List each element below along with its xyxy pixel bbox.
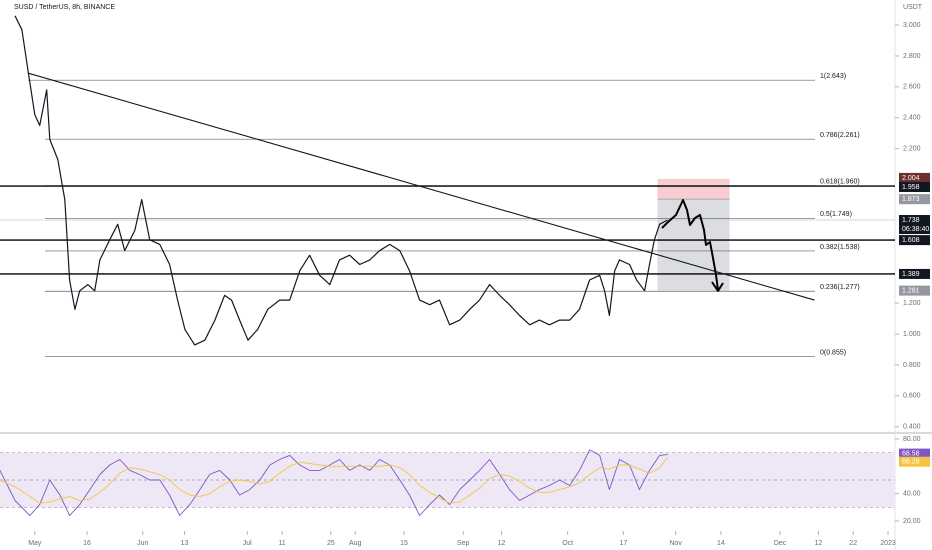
x-tick-label: Aug (349, 540, 362, 547)
x-tick-label: Jul (243, 540, 252, 547)
y-tick-label: 2.600 (903, 84, 921, 91)
x-tick-label: 2023 (880, 540, 896, 547)
fib-label: 0.382(1.538) (820, 244, 860, 251)
series-line (0, 449, 668, 516)
price-tag-label: 1.389 (902, 271, 920, 278)
price-tag (899, 268, 930, 279)
x-tick-label: 13 (181, 540, 189, 547)
price-tag-label: 1.738 (902, 217, 920, 224)
price-tag-label: 1.958 (902, 184, 920, 191)
projection-arrow (661, 199, 724, 292)
y-tick-label: 3.000 (903, 22, 921, 29)
price-tag-label: 68.58 (902, 450, 920, 457)
price-tag (899, 194, 930, 205)
layers: 3.000 2.800 2.600 2.400 2.200 1.200 1.000 0.800… (0, 15, 930, 547)
x-tick-label: 11 (278, 540, 285, 547)
series-line (14, 15, 668, 346)
x-tick-label: 25 (327, 540, 335, 547)
price-tag (899, 448, 930, 459)
rsi-tick-label: 80.00 (903, 436, 921, 443)
x-tick-label: Sep (457, 540, 470, 547)
fib-label: 0.236(1.277) (820, 284, 860, 291)
x-tick-label: Oct (562, 540, 573, 547)
fib-label: 0.618(1.960) (820, 179, 860, 186)
x-tick-label: May (28, 540, 42, 547)
x-tick-label: Nov (669, 540, 682, 547)
rsi-tick-label: 20.00 (903, 518, 921, 525)
price-tag (899, 235, 930, 246)
price-tag (899, 215, 930, 235)
x-tick-label: 12 (498, 540, 506, 547)
trendline (27, 72, 815, 301)
price-tag (899, 172, 930, 183)
price-tag-label: 66.29 (902, 459, 920, 466)
price-tag (899, 456, 930, 467)
y-tick-label: 1.200 (903, 300, 921, 307)
y-tick-label: 0.600 (903, 393, 921, 400)
rsi-tick-label: 40.00 (903, 491, 921, 498)
price-tag-label: 2.004 (902, 175, 920, 182)
y-tick-label: 2.400 (903, 115, 921, 122)
y-tick-label: 0.400 (903, 424, 921, 431)
price-tag (899, 285, 930, 296)
target-zone (657, 199, 730, 291)
fib-label: 0.5(1.749) (820, 211, 852, 218)
fib-label: 0(0.855) (820, 349, 846, 356)
x-tick-label: 15 (400, 540, 408, 547)
unit-label: USDT (903, 4, 923, 11)
x-tick-label: 12 (814, 540, 822, 547)
series-line (0, 457, 668, 504)
y-tick-label: 2.200 (903, 145, 921, 152)
chart-title: SUSD / TetherUS, 8h, BINANCE (14, 4, 115, 11)
x-tick-label: 22 (849, 540, 857, 547)
stop-zone (657, 178, 730, 200)
y-tick-label: 0.800 (903, 362, 921, 369)
y-tick-label: 2.800 (903, 53, 921, 60)
x-tick-label: Dec (774, 540, 787, 547)
price-tag-label: 1.873 (902, 196, 920, 203)
x-tick-label: 17 (619, 540, 627, 547)
x-tick-label: 16 (83, 540, 91, 547)
x-tick-label: Jun (137, 540, 148, 547)
price-tag-label: 1.281 (902, 287, 920, 294)
fib-label: 1(2.643) (820, 73, 846, 80)
countdown-label: 06:38:40 (902, 226, 929, 233)
x-tick-label: 14 (717, 540, 725, 547)
price-tag-label: 1.608 (902, 237, 920, 244)
price-tag (899, 182, 930, 193)
fib-label: 0.786(2.261) (820, 132, 860, 139)
y-tick-label: 1.000 (903, 331, 921, 338)
